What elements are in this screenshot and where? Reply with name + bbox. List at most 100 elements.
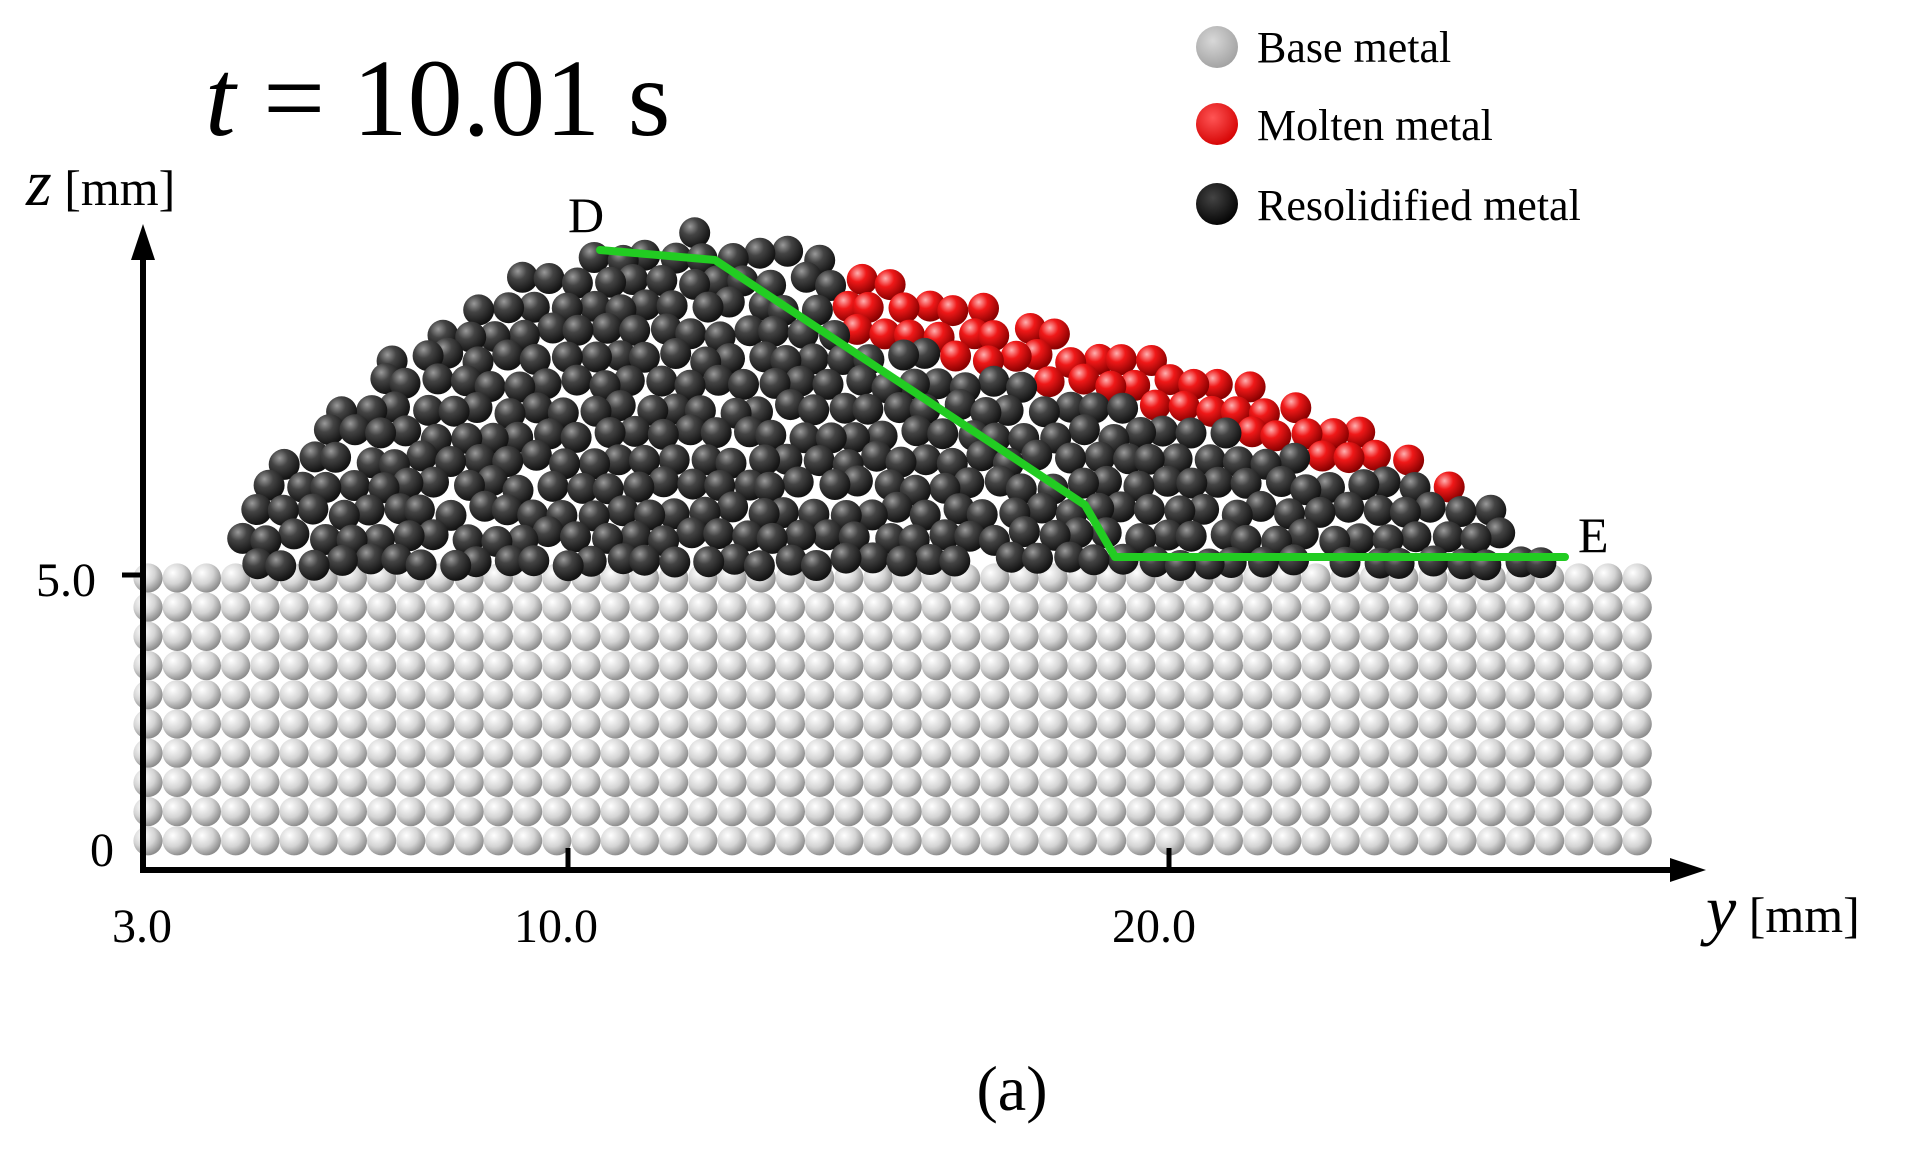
resolidified-metal-particle [581,341,612,373]
base-metal-particle [425,767,455,798]
resolidified-metal-particle [886,545,918,577]
base-metal-particle [1038,826,1068,856]
base-metal-particle [1243,651,1273,681]
resolidified-metal-particle [992,394,1024,426]
base-metal-particle [1476,767,1506,798]
resolidified-metal-particle [756,522,788,554]
base-metal-particle [1009,826,1039,856]
base-metal-particle [250,680,280,710]
base-metal-particle [1389,767,1419,798]
base-metal-particle [1097,621,1127,652]
base-metal-particle [1476,592,1506,622]
resolidified-metal-particle [389,367,421,399]
base-metal-particle [805,826,835,856]
base-metal-particle [892,797,922,827]
base-metal-particle [513,738,543,768]
resolidified-metal-particle [1164,495,1196,527]
base-metal-particle [513,797,543,827]
resolidified-metal-particle [749,444,781,476]
resolidified-metal-particle [1525,547,1557,579]
base-metal-particle [659,680,689,710]
resolidified-metal-particle [1091,465,1122,497]
base-metal-particle [1155,680,1185,710]
base-metal-particle [775,709,806,739]
base-metal-particle [1476,826,1506,856]
base-metal-particle [834,680,864,710]
legend: Base metal Molten metal Resolidified met… [1196,23,1581,230]
base-metal-particle [1067,680,1097,710]
base-metal-particle [892,767,922,798]
resolidified-metal-particle [700,417,732,449]
base-metal-particle [571,592,601,622]
base-metal-particle [1535,767,1565,798]
base-metal-particle [308,709,338,739]
base-metal-particle [191,592,221,622]
resolidified-metal-particle [1008,516,1040,548]
base-metal-particle [279,797,309,827]
resolidified-metal-particle [422,363,454,395]
resolidified-metal-particle [943,493,975,525]
base-metal-particle [951,680,981,710]
base-metal-particle [1622,680,1652,710]
base-metal-particle [1418,826,1448,856]
resolidified-metal-particle [1389,496,1421,528]
resolidified-metal-particle [253,469,285,501]
base-metal-particle [571,680,601,710]
resolidified-metal-particle [1202,466,1234,498]
base-metal-particle [367,592,397,622]
resolidified-metal-particle [954,520,986,552]
base-metal-particle [542,621,572,652]
base-metal-particle [1213,738,1243,768]
base-metal-particle [1389,826,1419,856]
base-metal-particle [688,651,718,681]
base-metal-particle [600,621,630,652]
base-metal-particle [1126,767,1156,798]
base-metal-particle [951,826,981,856]
base-metal-particle [1389,651,1419,681]
base-metal-particle [1359,621,1389,652]
base-metal-particle [250,592,280,622]
resolidified-metal-particle [1248,546,1279,578]
base-metal-particle [1505,592,1535,622]
resolidified-metal-particle [743,550,775,582]
base-metal-particle [513,709,543,739]
resolidified-metal-particle [846,364,878,396]
base-metal-particle [1009,738,1039,768]
resolidified-metal-particle [1372,524,1404,556]
base-metal-particle [1622,563,1652,593]
resolidified-metal-particle [561,267,593,299]
base-metal-particle [805,592,835,622]
base-metal-particle [279,592,309,622]
base-metal-particle [221,563,251,593]
base-metal-particle [221,651,251,681]
molten-metal-particle [978,320,1010,352]
base-metal-particle [308,797,338,827]
resolidified-metal-particle [861,440,893,472]
base-metal-particle [1622,651,1652,681]
base-metal-particle [162,797,192,827]
resolidified-metal-particle [1022,542,1053,574]
resolidified-metal-particle [759,367,791,399]
resolidified-metal-particle [607,495,639,527]
base-metal-particle [1418,680,1448,710]
base-metal-particle [834,709,864,739]
base-metal-particle [1155,621,1185,652]
base-metal-particle [1418,651,1448,681]
base-metal-particle [1155,592,1185,622]
time-value: 10.01 s [353,37,671,159]
base-metal-particle [980,651,1010,681]
resolidified-metal-particle [1152,519,1184,551]
base-metal-particle [367,621,397,652]
base-metal-particle [629,767,660,798]
resolidified-metal-particle [1210,417,1242,449]
base-metal-particle [892,826,922,856]
molten-metal-particle [1139,389,1171,421]
base-metal-particle [454,680,484,710]
base-metal-particle [162,621,192,652]
legend-label-molten-metal: Molten metal [1257,101,1493,150]
base-metal-particle [746,738,776,768]
y-axis-variable: y [1700,871,1737,947]
base-metal-particle [746,826,776,856]
base-metal-particle [133,563,163,593]
base-metal-particle [1301,592,1331,622]
